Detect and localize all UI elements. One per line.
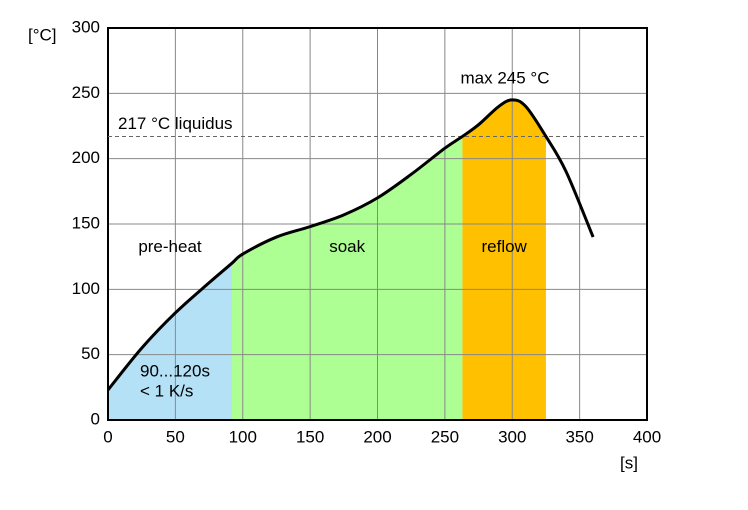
plot-frame [107,27,648,421]
x-tick-label: 400 [633,427,661,446]
y-tick-label: 100 [72,279,100,298]
y-tick-label: 0 [91,409,100,428]
zone-label: soak [329,237,365,256]
x-tick-label: 300 [498,427,526,446]
x-tick-label: 0 [103,427,112,446]
x-tick-label: 200 [363,427,391,446]
zone [462,99,546,420]
line [106,98,595,391]
x-tick-label: 350 [565,427,593,446]
zone-label: reflow [481,237,527,256]
x-tick-label: 250 [431,427,459,446]
y-axis-label: [°C] [28,25,57,44]
y-tick-label: 150 [72,213,100,232]
annotation: < 1 K/s [140,381,193,400]
y-tick-label: 300 [72,17,100,36]
annotation: 90...120s [140,361,210,380]
y-tick-label: 200 [72,148,100,167]
x-tick-label: 150 [296,427,324,446]
x-tick-label: 100 [229,427,257,446]
x-axis-label: [s] [620,453,638,472]
peak-label: max 245 °C [460,68,549,87]
x-tick-label: 50 [166,427,185,446]
y-tick-label: 50 [81,344,100,363]
y-tick-label: 250 [72,83,100,102]
zone-label: pre-heat [138,237,202,256]
reference-label: 217 °C liquidus [118,114,233,133]
